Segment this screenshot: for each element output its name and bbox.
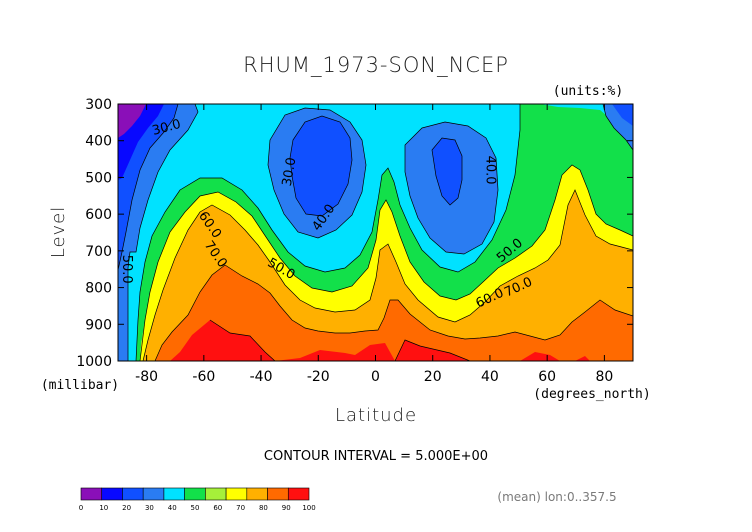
colorbar-tick-label: 30 xyxy=(145,504,154,512)
colorbar: 0 10 20 30 40 50 60 70 80 90 100 xyxy=(79,487,316,512)
colorbar-swatch xyxy=(246,487,268,501)
x-unit-label: (degrees_north) xyxy=(533,387,650,402)
y-tick-label: 700 xyxy=(85,244,112,260)
colorbar-tick-label: 50 xyxy=(191,504,200,512)
contour-label: 30.0 xyxy=(151,117,183,139)
band-40-50 xyxy=(118,104,633,361)
contour-field: 30.030.040.040.050.050.060.060.070.070.0… xyxy=(118,104,633,361)
colorbar-tick-label: 10 xyxy=(99,504,108,512)
mean-lon-label: (mean) lon:0..357.5 xyxy=(497,490,616,504)
y-axis-title: Level xyxy=(48,206,69,259)
y-tick-label: 800 xyxy=(85,281,112,297)
colorbar-tick-label: 90 xyxy=(282,504,291,512)
y-tick-label: 500 xyxy=(85,170,112,186)
contour-lines xyxy=(118,104,633,361)
x-axis: -80 -60 -40 -20 0 20 40 60 80 xyxy=(135,104,613,385)
colorbar-tick-label: 0 xyxy=(79,504,83,512)
y-axis: 300 400 500 600 700 800 900 1000 xyxy=(76,97,633,370)
colorbar-swatch xyxy=(287,487,310,501)
y-tick-label: 900 xyxy=(85,317,112,333)
colorbar-tick-label: 40 xyxy=(168,504,177,512)
colorbar-swatch xyxy=(205,487,227,501)
x-axis-title: Latitude xyxy=(335,405,417,426)
x-tick-label: -60 xyxy=(192,369,215,385)
contour-label: 40.0 xyxy=(482,156,497,185)
colorbar-swatch xyxy=(163,487,185,501)
contour-label: 50.0 xyxy=(119,255,134,284)
x-tick-label: 60 xyxy=(538,369,556,385)
x-tick-label: 80 xyxy=(595,369,613,385)
colorbar-tick-label: 100 xyxy=(302,504,315,512)
contour-label: 30.0 xyxy=(280,156,300,187)
band-20-30-arctic xyxy=(612,104,633,126)
colorbar-tick-label: 20 xyxy=(122,504,131,512)
colorbar-tick-label: 60 xyxy=(213,504,222,512)
colorbar-swatch xyxy=(142,487,165,501)
colorbar-swatch xyxy=(101,487,123,501)
contour-interval-label: CONTOUR INTERVAL = 5.000E+00 xyxy=(264,449,488,464)
colorbar-swatch xyxy=(122,487,144,501)
colorbar-swatch xyxy=(184,487,206,501)
x-tick-label: 40 xyxy=(481,369,499,385)
colorbar-tick-label: 70 xyxy=(236,504,245,512)
x-tick-label: -20 xyxy=(307,369,330,385)
y-tick-label: 300 xyxy=(85,97,112,113)
band-20-30-cell-south xyxy=(290,116,352,216)
band-20-30-cell-north xyxy=(432,138,462,205)
chart-title: RHUM_1973-SON_NCEP xyxy=(243,53,509,77)
y-unit-label: (millibar) xyxy=(41,378,119,393)
units-label: (units:%) xyxy=(553,84,623,99)
y-tick-label: 1000 xyxy=(76,354,112,370)
colorbar-tick-label: 80 xyxy=(259,504,268,512)
band-0-10 xyxy=(118,104,146,138)
y-tick-label: 600 xyxy=(85,207,112,223)
x-tick-label: -80 xyxy=(135,369,158,385)
x-tick-label: -40 xyxy=(250,369,273,385)
colorbar-swatch xyxy=(225,487,248,501)
colorbar-swatch xyxy=(80,487,103,501)
x-tick-label: 20 xyxy=(424,369,442,385)
colorbar-swatch xyxy=(267,487,289,501)
x-tick-label: 0 xyxy=(371,369,380,385)
y-tick-label: 400 xyxy=(85,134,112,150)
